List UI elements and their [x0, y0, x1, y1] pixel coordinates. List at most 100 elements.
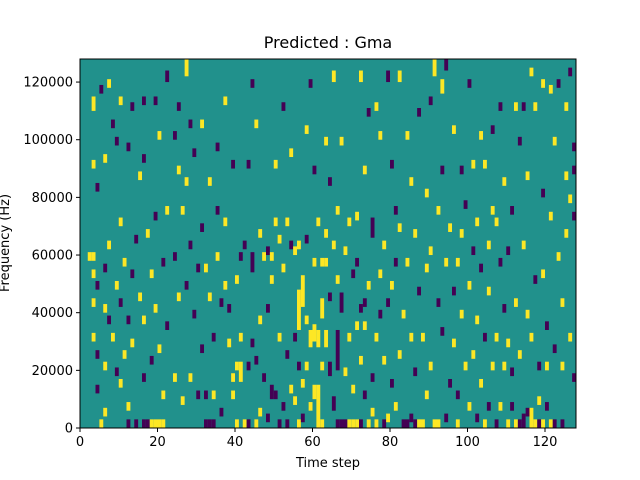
heatmap-cell: [572, 165, 577, 175]
heatmap-cell: [316, 217, 321, 227]
heatmap-cell: [134, 419, 139, 428]
heatmap-cell: [440, 79, 445, 94]
heatmap-cell: [235, 419, 239, 428]
heatmap-cell: [339, 136, 344, 146]
heatmap-cell: [560, 419, 565, 428]
heatmap-cell: [529, 67, 534, 77]
heatmap-cell: [370, 373, 375, 382]
heatmap-cell: [370, 217, 375, 238]
heatmap-cell: [312, 165, 317, 175]
heatmap-cell: [153, 96, 158, 106]
heatmap-cell: [238, 332, 243, 342]
heatmap-cell: [564, 102, 569, 111]
heatmap-cell: [541, 188, 546, 198]
heatmap-cell: [444, 413, 449, 423]
x-tick-label: 0: [76, 435, 84, 450]
heatmap-cell: [316, 384, 321, 428]
heatmap-cell: [126, 142, 131, 152]
heatmap-cell: [362, 321, 367, 330]
heatmap-cell: [281, 102, 286, 111]
x-tick-label: 120: [533, 435, 558, 450]
heatmap-cell: [432, 59, 437, 77]
heatmap-cell: [122, 257, 127, 267]
heatmap-cell: [126, 315, 131, 325]
heatmap-cell: [428, 361, 433, 371]
heatmap-cell: [486, 402, 491, 411]
heatmap-cell: [401, 419, 406, 428]
heatmap-cell: [235, 361, 239, 371]
heatmap-cell: [440, 327, 445, 336]
heatmap-cell: [374, 419, 379, 428]
heatmap-cell: [211, 390, 216, 400]
heatmap-cell: [153, 304, 158, 313]
heatmap-cell: [498, 402, 503, 411]
heatmap-cell: [374, 102, 379, 111]
heatmap-cell: [525, 407, 530, 417]
heatmap-cell: [448, 223, 453, 232]
heatmap-cell: [312, 384, 317, 400]
heatmap-cell: [545, 402, 549, 411]
heatmap-cell: [196, 263, 201, 273]
heatmap-cell: [300, 378, 305, 388]
heatmap-cell: [304, 361, 309, 371]
heatmap-cell: [452, 125, 456, 134]
heatmap-cell: [297, 361, 301, 371]
heatmap-cell: [118, 217, 123, 227]
heatmap-cell: [312, 257, 317, 267]
heatmap-cell: [355, 419, 360, 428]
heatmap-cell: [506, 246, 511, 256]
heatmap-cell: [324, 257, 329, 267]
heatmap-cell: [390, 280, 394, 290]
heatmap-cell: [572, 211, 577, 221]
heatmap-cell: [351, 384, 356, 394]
heatmap-cell: [231, 373, 236, 382]
heatmap-cell: [297, 419, 301, 428]
heatmap-cell: [161, 257, 166, 267]
heatmap-cell: [490, 361, 495, 371]
heatmap-cell: [494, 332, 499, 342]
heatmap-cell: [521, 413, 526, 428]
heatmap-cell: [266, 246, 270, 256]
heatmap-cell: [393, 402, 398, 411]
heatmap-cell: [277, 419, 282, 428]
heatmap-cell: [413, 229, 418, 238]
heatmap-cell: [316, 329, 321, 348]
heatmap-cell: [258, 407, 263, 417]
heatmap-cell: [471, 246, 476, 256]
heatmap-cell: [184, 280, 189, 290]
heatmap-cell: [572, 142, 577, 152]
heatmap-cell: [235, 275, 239, 284]
heatmap-cell: [145, 229, 150, 238]
heatmap-cell: [114, 367, 119, 377]
heatmap-cell: [103, 263, 108, 273]
heatmap-cell: [444, 59, 449, 71]
heatmap-cell: [242, 419, 247, 428]
heatmap-cell: [211, 332, 216, 342]
heatmap-cell: [506, 338, 511, 348]
heatmap-cell: [502, 361, 507, 371]
heatmap-cell: [455, 419, 460, 428]
heatmap-cell: [417, 286, 422, 296]
heatmap-cell: [204, 419, 208, 428]
heatmap-cell: [308, 79, 313, 88]
heatmap-cell: [207, 292, 212, 302]
heatmap-cell: [552, 344, 557, 354]
heatmap-cell: [118, 96, 123, 106]
heatmap-cell: [533, 102, 538, 111]
heatmap-cell: [510, 367, 515, 377]
heatmap-cell: [269, 275, 274, 284]
heatmap-cell: [359, 70, 363, 83]
heatmap-cell: [242, 240, 247, 250]
heatmap-cell: [421, 419, 425, 428]
heatmap-cell: [537, 419, 542, 428]
heatmap-cell: [173, 131, 177, 140]
heatmap-cell: [196, 390, 201, 400]
heatmap-cell: [483, 159, 487, 169]
heatmap-cell: [91, 298, 96, 307]
heatmap-cell: [165, 70, 170, 83]
heatmap-cell: [254, 119, 259, 129]
heatmap-cell: [517, 136, 522, 146]
heatmap-cell: [467, 402, 472, 411]
heatmap-cell: [231, 390, 236, 400]
heatmap-cell: [176, 102, 181, 111]
